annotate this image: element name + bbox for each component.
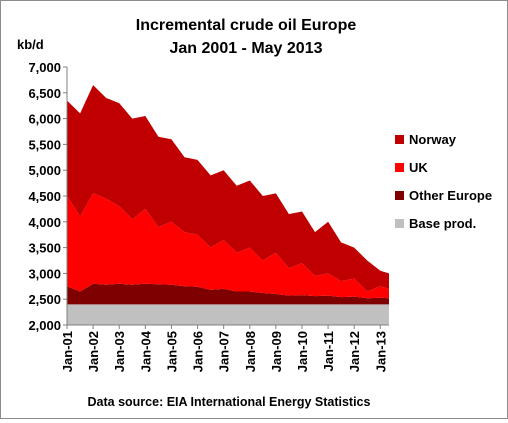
x-tick-label: Jan-02: [86, 331, 101, 372]
legend-label-uk: UK: [409, 160, 428, 175]
x-tick-labels: Jan-01 Jan-02 Jan-03 Jan-04 Jan-05 Jan-06 Jan-…: [60, 325, 388, 372]
x-tick-label: Jan-09: [269, 331, 284, 372]
legend-label-norway: Norway: [409, 132, 457, 147]
y-tick-label: 6,500: [28, 86, 61, 101]
y-tick-labels: 2,000 2,500 3,000 3,500 4,000 4,500 5,000 5,500…: [28, 60, 67, 333]
x-tick-label: Jan-04: [138, 330, 153, 372]
x-tick-label: Jan-11: [321, 331, 336, 371]
y-tick-label: 3,500: [28, 241, 61, 256]
legend-swatch-norway: [395, 135, 404, 144]
legend-swatch-uk: [395, 163, 404, 172]
area-norway: [67, 85, 389, 292]
x-tick-label: Jan-01: [60, 331, 75, 372]
y-tick-label: 2,500: [28, 292, 61, 307]
y-tick-label: 7,000: [28, 60, 61, 75]
chart-title-line-2: Jan 2001 - May 2013: [170, 40, 323, 57]
legend-swatch-base-prod: [395, 219, 404, 228]
legend: Norway UK Other Europe Base prod.: [395, 132, 492, 231]
x-tick-label: Jan-06: [191, 331, 206, 372]
area-other-europe: [67, 283, 389, 305]
y-tick-label: 5,500: [28, 137, 61, 152]
y-axis-label: kb/d: [17, 37, 44, 52]
x-tick-label: Jan-12: [347, 331, 362, 372]
x-tick-label: Jan-08: [243, 331, 258, 372]
y-tick-label: 2,000: [28, 318, 61, 333]
chart-title-line-1: Incremental crude oil Europe: [136, 17, 357, 34]
y-tick-label: 6,000: [28, 112, 61, 127]
y-tick-label: 4,000: [28, 215, 61, 230]
legend-label-other-europe: Other Europe: [409, 188, 492, 203]
data-source-note: Data source: EIA International Energy St…: [88, 395, 371, 409]
x-tick-label: Jan-07: [217, 331, 232, 372]
y-tick-label: 5,000: [28, 163, 61, 178]
x-tick-label: Jan-03: [112, 331, 127, 372]
area-series-group: [67, 85, 389, 325]
legend-label-base-prod: Base prod.: [409, 216, 476, 231]
x-tick-label: Jan-10: [295, 331, 310, 372]
area-base-prod: [67, 304, 389, 325]
area-uk: [67, 193, 389, 299]
legend-swatch-other-europe: [395, 191, 404, 200]
x-tick-label: Jan-05: [164, 331, 179, 372]
y-tick-label: 4,500: [28, 189, 61, 204]
x-tick-label: Jan-13: [373, 331, 388, 372]
y-tick-label: 3,000: [28, 266, 61, 281]
